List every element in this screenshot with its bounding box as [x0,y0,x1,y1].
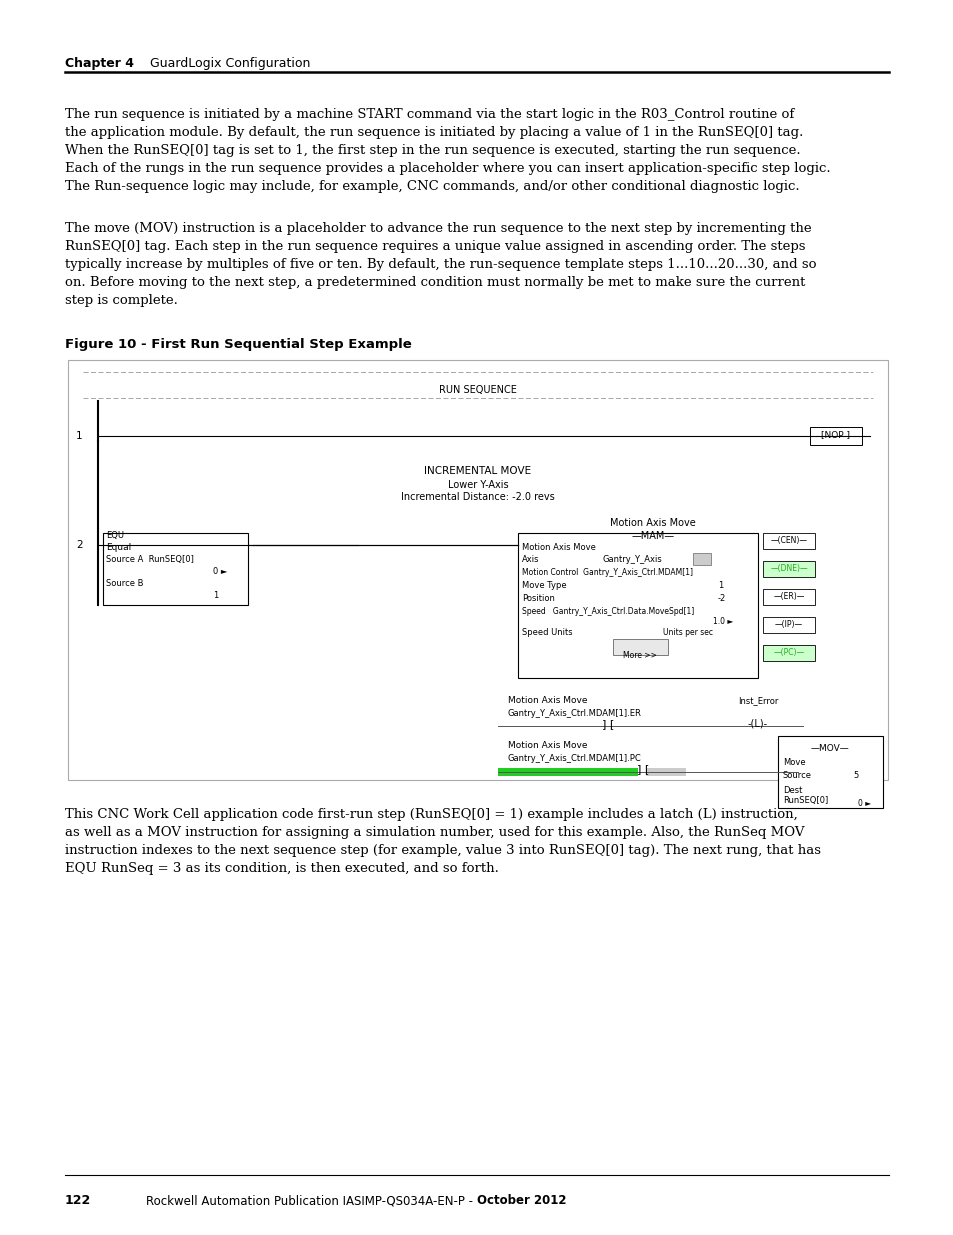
Bar [517,534,758,678]
Text: The run sequence is initiated by a machine START command via the start logic in : The run sequence is initiated by a machi… [65,107,794,121]
Text: Inst_Error: Inst_Error [738,697,778,705]
Text: —(ER)—: —(ER)— [773,593,803,601]
Bar [762,645,814,661]
Bar [645,768,685,776]
Bar [778,736,882,808]
Text: Units per sec: Units per sec [662,629,712,637]
Text: Rockwell Automation Publication IASIMP-QS034A-EN-P -: Rockwell Automation Publication IASIMP-Q… [146,1194,476,1207]
Bar [762,534,814,550]
Text: the application module. By default, the run sequence is initiated by placing a v: the application module. By default, the … [65,126,802,140]
Text: RUN SEQUENCE: RUN SEQUENCE [438,385,517,395]
Text: ] [: ] [ [637,764,648,774]
Text: EQU RunSeq = 3 as its condition, is then executed, and so forth.: EQU RunSeq = 3 as its condition, is then… [65,862,498,876]
Text: Each of the rungs in the run sequence provides a placeholder where you can inser: Each of the rungs in the run sequence pr… [65,162,830,175]
Text: Axis: Axis [521,555,539,564]
Text: Gantry_Y_Axis_Ctrl.MDAM[1].ER: Gantry_Y_Axis_Ctrl.MDAM[1].ER [507,709,641,718]
Text: Motion Axis Move: Motion Axis Move [507,697,587,705]
Text: This CNC Work Cell application code first-run step (RunSEQ[0] = 1) example inclu: This CNC Work Cell application code firs… [65,808,797,821]
Text: Lower Y-Axis: Lower Y-Axis [447,480,508,490]
Text: —(DNE)—: —(DNE)— [769,564,807,573]
Text: ] [: ] [ [601,719,614,729]
Text: step is complete.: step is complete. [65,294,177,308]
Bar [103,534,248,605]
Text: 0 ►: 0 ► [857,799,870,808]
Text: typically increase by multiples of five or ten. By default, the run-sequence tem: typically increase by multiples of five … [65,258,816,270]
Text: 122: 122 [65,1194,91,1207]
Text: Speed Units: Speed Units [521,629,572,637]
Text: —MAM—: —MAM— [631,531,674,541]
Text: INCREMENTAL MOVE: INCREMENTAL MOVE [424,466,531,475]
Text: 1: 1 [76,431,83,441]
Bar [613,638,667,655]
Bar [68,359,887,781]
Text: 0 ►: 0 ► [213,567,227,576]
Text: Move Type: Move Type [521,580,566,590]
Text: 1: 1 [213,592,218,600]
Text: instruction indexes to the next sequence step (for example, value 3 into RunSEQ[: instruction indexes to the next sequence… [65,844,821,857]
Bar [692,553,710,564]
Text: GuardLogix Configuration: GuardLogix Configuration [150,57,310,70]
Text: Incremental Distance: -2.0 revs: Incremental Distance: -2.0 revs [400,492,555,501]
Bar [497,768,638,776]
Text: Position: Position [521,594,555,603]
Text: 2: 2 [76,540,83,550]
Text: Dest: Dest [782,785,801,795]
Text: Motion Axis Move: Motion Axis Move [610,517,695,529]
Text: —(IP)—: —(IP)— [774,620,802,630]
Text: Move: Move [782,758,804,767]
Text: Motion Control  Gantry_Y_Axis_Ctrl.MDAM[1]: Motion Control Gantry_Y_Axis_Ctrl.MDAM[1… [521,568,692,577]
Text: Equal: Equal [106,543,132,552]
Text: The move (MOV) instruction is a placeholder to advance the run sequence to the n: The move (MOV) instruction is a placehol… [65,222,811,235]
Text: Gantry_Y_Axis: Gantry_Y_Axis [602,555,662,564]
Text: The Run-sequence logic may include, for example, CNC commands, and/or other cond: The Run-sequence logic may include, for … [65,180,799,193]
Text: —MOV—: —MOV— [810,743,848,753]
Bar [809,427,862,445]
Text: Gantry_Y_Axis_Ctrl.MDAM[1].PC: Gantry_Y_Axis_Ctrl.MDAM[1].PC [507,755,641,763]
Text: RunSEQ[0] tag. Each step in the run sequence requires a unique value assigned in: RunSEQ[0] tag. Each step in the run sequ… [65,240,804,253]
Text: October 2012: October 2012 [476,1194,566,1207]
Text: Source A  RunSEQ[0]: Source A RunSEQ[0] [106,555,193,564]
Text: Motion Axis Move: Motion Axis Move [521,543,596,552]
Text: —(PC)—: —(PC)— [773,648,803,657]
Text: Speed   Gantry_Y_Axis_Ctrl.Data.MoveSpd[1]: Speed Gantry_Y_Axis_Ctrl.Data.MoveSpd[1] [521,606,694,616]
Text: on. Before moving to the next step, a predetermined condition must normally be m: on. Before moving to the next step, a pr… [65,275,804,289]
Text: -(L)-: -(L)- [747,719,767,729]
Bar [762,589,814,605]
Text: Motion Axis Move: Motion Axis Move [507,741,587,750]
Text: -2: -2 [718,594,725,603]
Text: —(CEN)—: —(CEN)— [770,536,806,546]
Bar [762,561,814,577]
Bar [762,618,814,634]
Text: When the RunSEQ[0] tag is set to 1, the first step in the run sequence is execut: When the RunSEQ[0] tag is set to 1, the … [65,144,800,157]
Text: EQU: EQU [106,531,124,540]
Text: RunSEQ[0]: RunSEQ[0] [782,797,827,805]
Text: More >>: More >> [622,651,657,659]
Text: Figure 10 - First Run Sequential Step Example: Figure 10 - First Run Sequential Step Ex… [65,338,412,351]
Text: Source B: Source B [106,579,143,588]
Text: as well as a MOV instruction for assigning a simulation number, used for this ex: as well as a MOV instruction for assigni… [65,826,803,839]
Text: 5: 5 [852,771,858,781]
Text: Source: Source [782,771,811,781]
Text: 1: 1 [718,580,722,590]
Text: Chapter 4: Chapter 4 [65,57,133,70]
Text: [NOP ]: [NOP ] [821,431,850,440]
Text: 1.0 ►: 1.0 ► [712,618,733,626]
